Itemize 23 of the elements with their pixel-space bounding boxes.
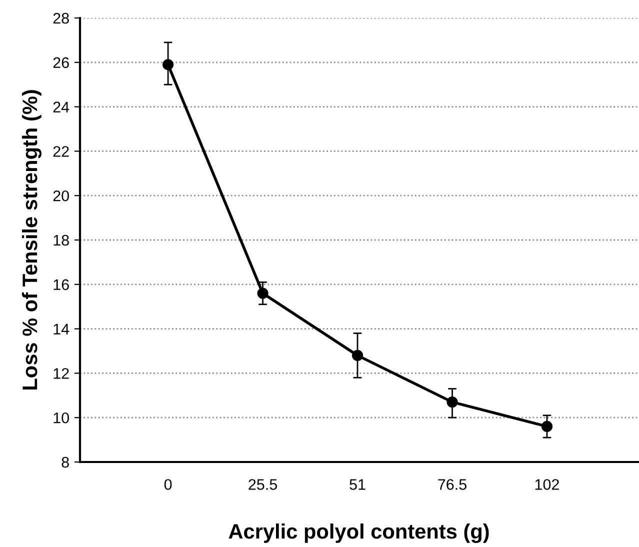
point bbox=[352, 350, 364, 361]
y-tick-label: 16 bbox=[54, 279, 69, 290]
y-tick-label: 20 bbox=[53, 190, 69, 202]
x-axis-title: Acrylic polyol contents (g) bbox=[228, 523, 489, 543]
y-tick-label: 28 bbox=[53, 12, 69, 24]
y-axis-title: Loss % of Tensile strength (%) bbox=[22, 90, 42, 390]
y-tick-label: 12 bbox=[54, 368, 69, 379]
point bbox=[446, 396, 458, 408]
point bbox=[162, 59, 174, 70]
point bbox=[541, 420, 553, 432]
x-tick-label: 0 bbox=[164, 479, 172, 490]
y-tick-label: 22 bbox=[53, 146, 69, 157]
y-tick-label: 8 bbox=[62, 456, 69, 468]
x-tick-label: 76.5 bbox=[438, 479, 466, 490]
x-tick-label: 102 bbox=[535, 479, 559, 490]
y-tick-label: 18 bbox=[54, 234, 69, 246]
y-tick-label: 26 bbox=[53, 57, 69, 68]
point bbox=[257, 288, 268, 299]
x-tick-label: 51 bbox=[350, 479, 366, 490]
y-tick-label: 24 bbox=[53, 102, 70, 112]
y-tick-label: 14 bbox=[54, 324, 70, 334]
x-tick-label: 25.5 bbox=[248, 479, 278, 490]
y-tick-label: 10 bbox=[54, 412, 69, 424]
